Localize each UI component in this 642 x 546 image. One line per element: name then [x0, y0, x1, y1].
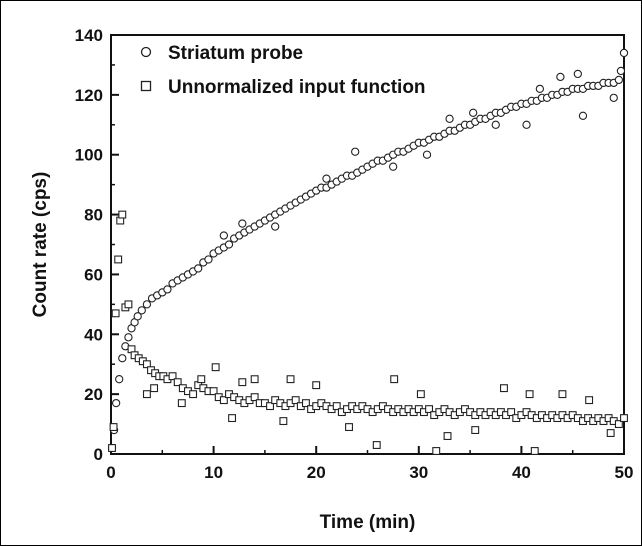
- input-function-point: [443, 432, 452, 440]
- x-axis-title: Time (min): [320, 512, 416, 533]
- striatum-probe-point: [616, 66, 626, 76]
- y-tick-label: 120: [75, 86, 103, 105]
- striatum-probe-point: [578, 111, 588, 120]
- striatum-probe-point: [111, 398, 121, 408]
- striatum-probe-point: [573, 69, 582, 79]
- input-function-point: [372, 441, 381, 449]
- input-function-point: [250, 393, 259, 402]
- striatum-probe-point: [133, 312, 142, 321]
- striatum-probe-point: [219, 231, 229, 240]
- input-function-point: [585, 396, 594, 405]
- input-function-point: [507, 408, 516, 417]
- input-function-point: [124, 300, 133, 309]
- y-axis-title: Count rate (cps): [30, 172, 51, 318]
- x-tick-label: 50: [615, 463, 634, 482]
- legend-square-marker: [140, 80, 152, 92]
- input-function-point: [500, 384, 508, 393]
- input-function-point: [432, 447, 441, 455]
- input-function-point: [189, 390, 198, 399]
- striatum-probe-point: [204, 255, 213, 264]
- y-tick-label: 60: [84, 265, 103, 284]
- x-tick-label: 20: [307, 463, 326, 482]
- input-function-point: [238, 378, 247, 387]
- striatum-probe-point: [163, 285, 172, 294]
- input-function-point: [209, 387, 218, 396]
- striatum-probe-point: [491, 120, 500, 129]
- striatum-probe-point: [142, 300, 152, 309]
- input-function-point: [219, 396, 228, 405]
- striatum-probe-point: [224, 240, 234, 249]
- input-function-point: [177, 399, 186, 408]
- striatum-probe-point: [469, 108, 478, 117]
- input-function-point: [301, 399, 310, 408]
- input-function-point: [114, 255, 123, 264]
- striatum-probe-point: [522, 120, 531, 129]
- y-tick-label: 40: [84, 325, 103, 344]
- input-function-point: [390, 375, 399, 384]
- striatum-probe-point: [271, 222, 280, 231]
- data-points: [107, 48, 629, 455]
- striatum-probe-point: [609, 93, 618, 102]
- input-function-point: [286, 375, 295, 384]
- input-function-point: [332, 402, 341, 411]
- striatum-probe-point: [118, 354, 127, 363]
- legend-label-unnormalized-input-function: Unnormalized input function: [168, 77, 426, 98]
- input-function-point: [111, 309, 120, 318]
- striatum-probe-point: [619, 48, 629, 58]
- striatum-probe-point: [322, 174, 331, 183]
- input-function-point: [614, 420, 623, 429]
- legend-circle-marker: [140, 46, 152, 58]
- x-tick-label: 30: [409, 463, 428, 482]
- striatum-probe-point: [115, 375, 124, 384]
- striatum-probe-point: [124, 333, 133, 342]
- y-tick-label: 100: [75, 146, 103, 165]
- striatum-probe-point: [614, 75, 624, 85]
- striatum-probe-point: [445, 114, 454, 123]
- striatum-probe-point: [388, 162, 398, 171]
- axis-ticks: 0 10 20 30 40 50 0 20 40 60 80 100 120 140: [75, 26, 634, 482]
- y-tick-label: 140: [75, 26, 103, 45]
- striatum-probe-point: [556, 72, 565, 82]
- striatum-probe-point: [422, 150, 432, 159]
- input-function-point: [416, 390, 425, 399]
- striatum-probe-point: [535, 84, 545, 94]
- input-function-point: [291, 396, 300, 405]
- striatum-probe-point: [137, 306, 146, 315]
- striatum-probe-point: [194, 264, 203, 273]
- input-function-point: [620, 414, 628, 423]
- striatum-probe-point: [238, 219, 247, 228]
- input-function-point: [558, 390, 567, 399]
- input-function-point: [279, 417, 288, 426]
- input-function-point: [197, 375, 206, 384]
- input-function-point: [345, 423, 353, 432]
- x-tick-label: 10: [204, 463, 223, 482]
- input-function-point: [118, 210, 127, 219]
- x-tick-label: 40: [512, 463, 531, 482]
- striatum-probe-point: [351, 147, 360, 156]
- y-tick-label: 20: [84, 385, 103, 404]
- input-function-point: [173, 378, 182, 387]
- input-function-point: [471, 426, 480, 435]
- input-function-point: [312, 381, 321, 390]
- input-function-point: [606, 429, 615, 437]
- input-function-point: [168, 372, 177, 381]
- y-tick-label: 0: [94, 445, 103, 464]
- input-function-point: [108, 444, 116, 452]
- input-function-point: [250, 375, 259, 384]
- input-function-point: [530, 447, 539, 455]
- input-function-point: [266, 402, 274, 411]
- input-function-point: [109, 423, 118, 432]
- input-function-point: [142, 390, 151, 399]
- input-function-point: [425, 405, 434, 414]
- input-function-point: [228, 414, 237, 423]
- legend-label-striatum-probe: Striatum probe: [168, 43, 303, 64]
- legend: Striatum probe Unnormalized input functi…: [140, 43, 426, 98]
- x-tick-label: 0: [106, 463, 115, 482]
- y-tick-label: 80: [84, 206, 103, 225]
- input-function-point: [525, 390, 534, 399]
- input-function-point: [211, 363, 220, 372]
- input-function-point: [150, 384, 159, 393]
- input-function-point: [142, 360, 151, 369]
